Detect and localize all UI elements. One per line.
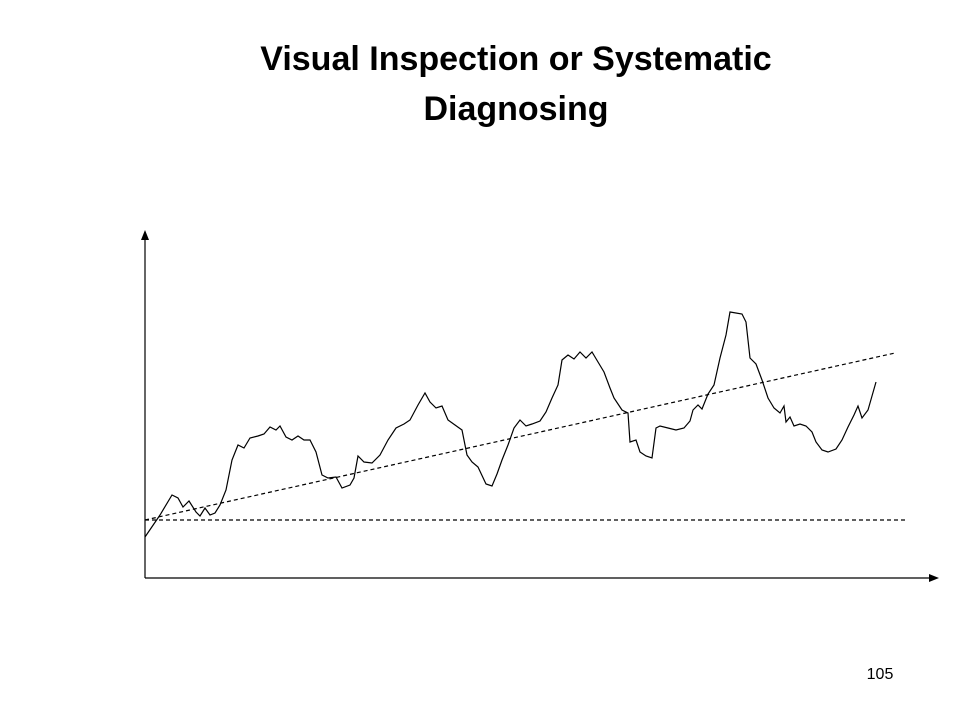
title-line: Visual Inspection or Systematic [260, 40, 771, 78]
trend-line [144, 352, 896, 521]
page-number: 105 [867, 666, 894, 683]
series-curve [144, 311, 877, 538]
x-arrow [929, 574, 939, 582]
title-line: Diagnosing [423, 90, 608, 128]
diagram [141, 230, 939, 582]
y-arrow [141, 230, 149, 240]
